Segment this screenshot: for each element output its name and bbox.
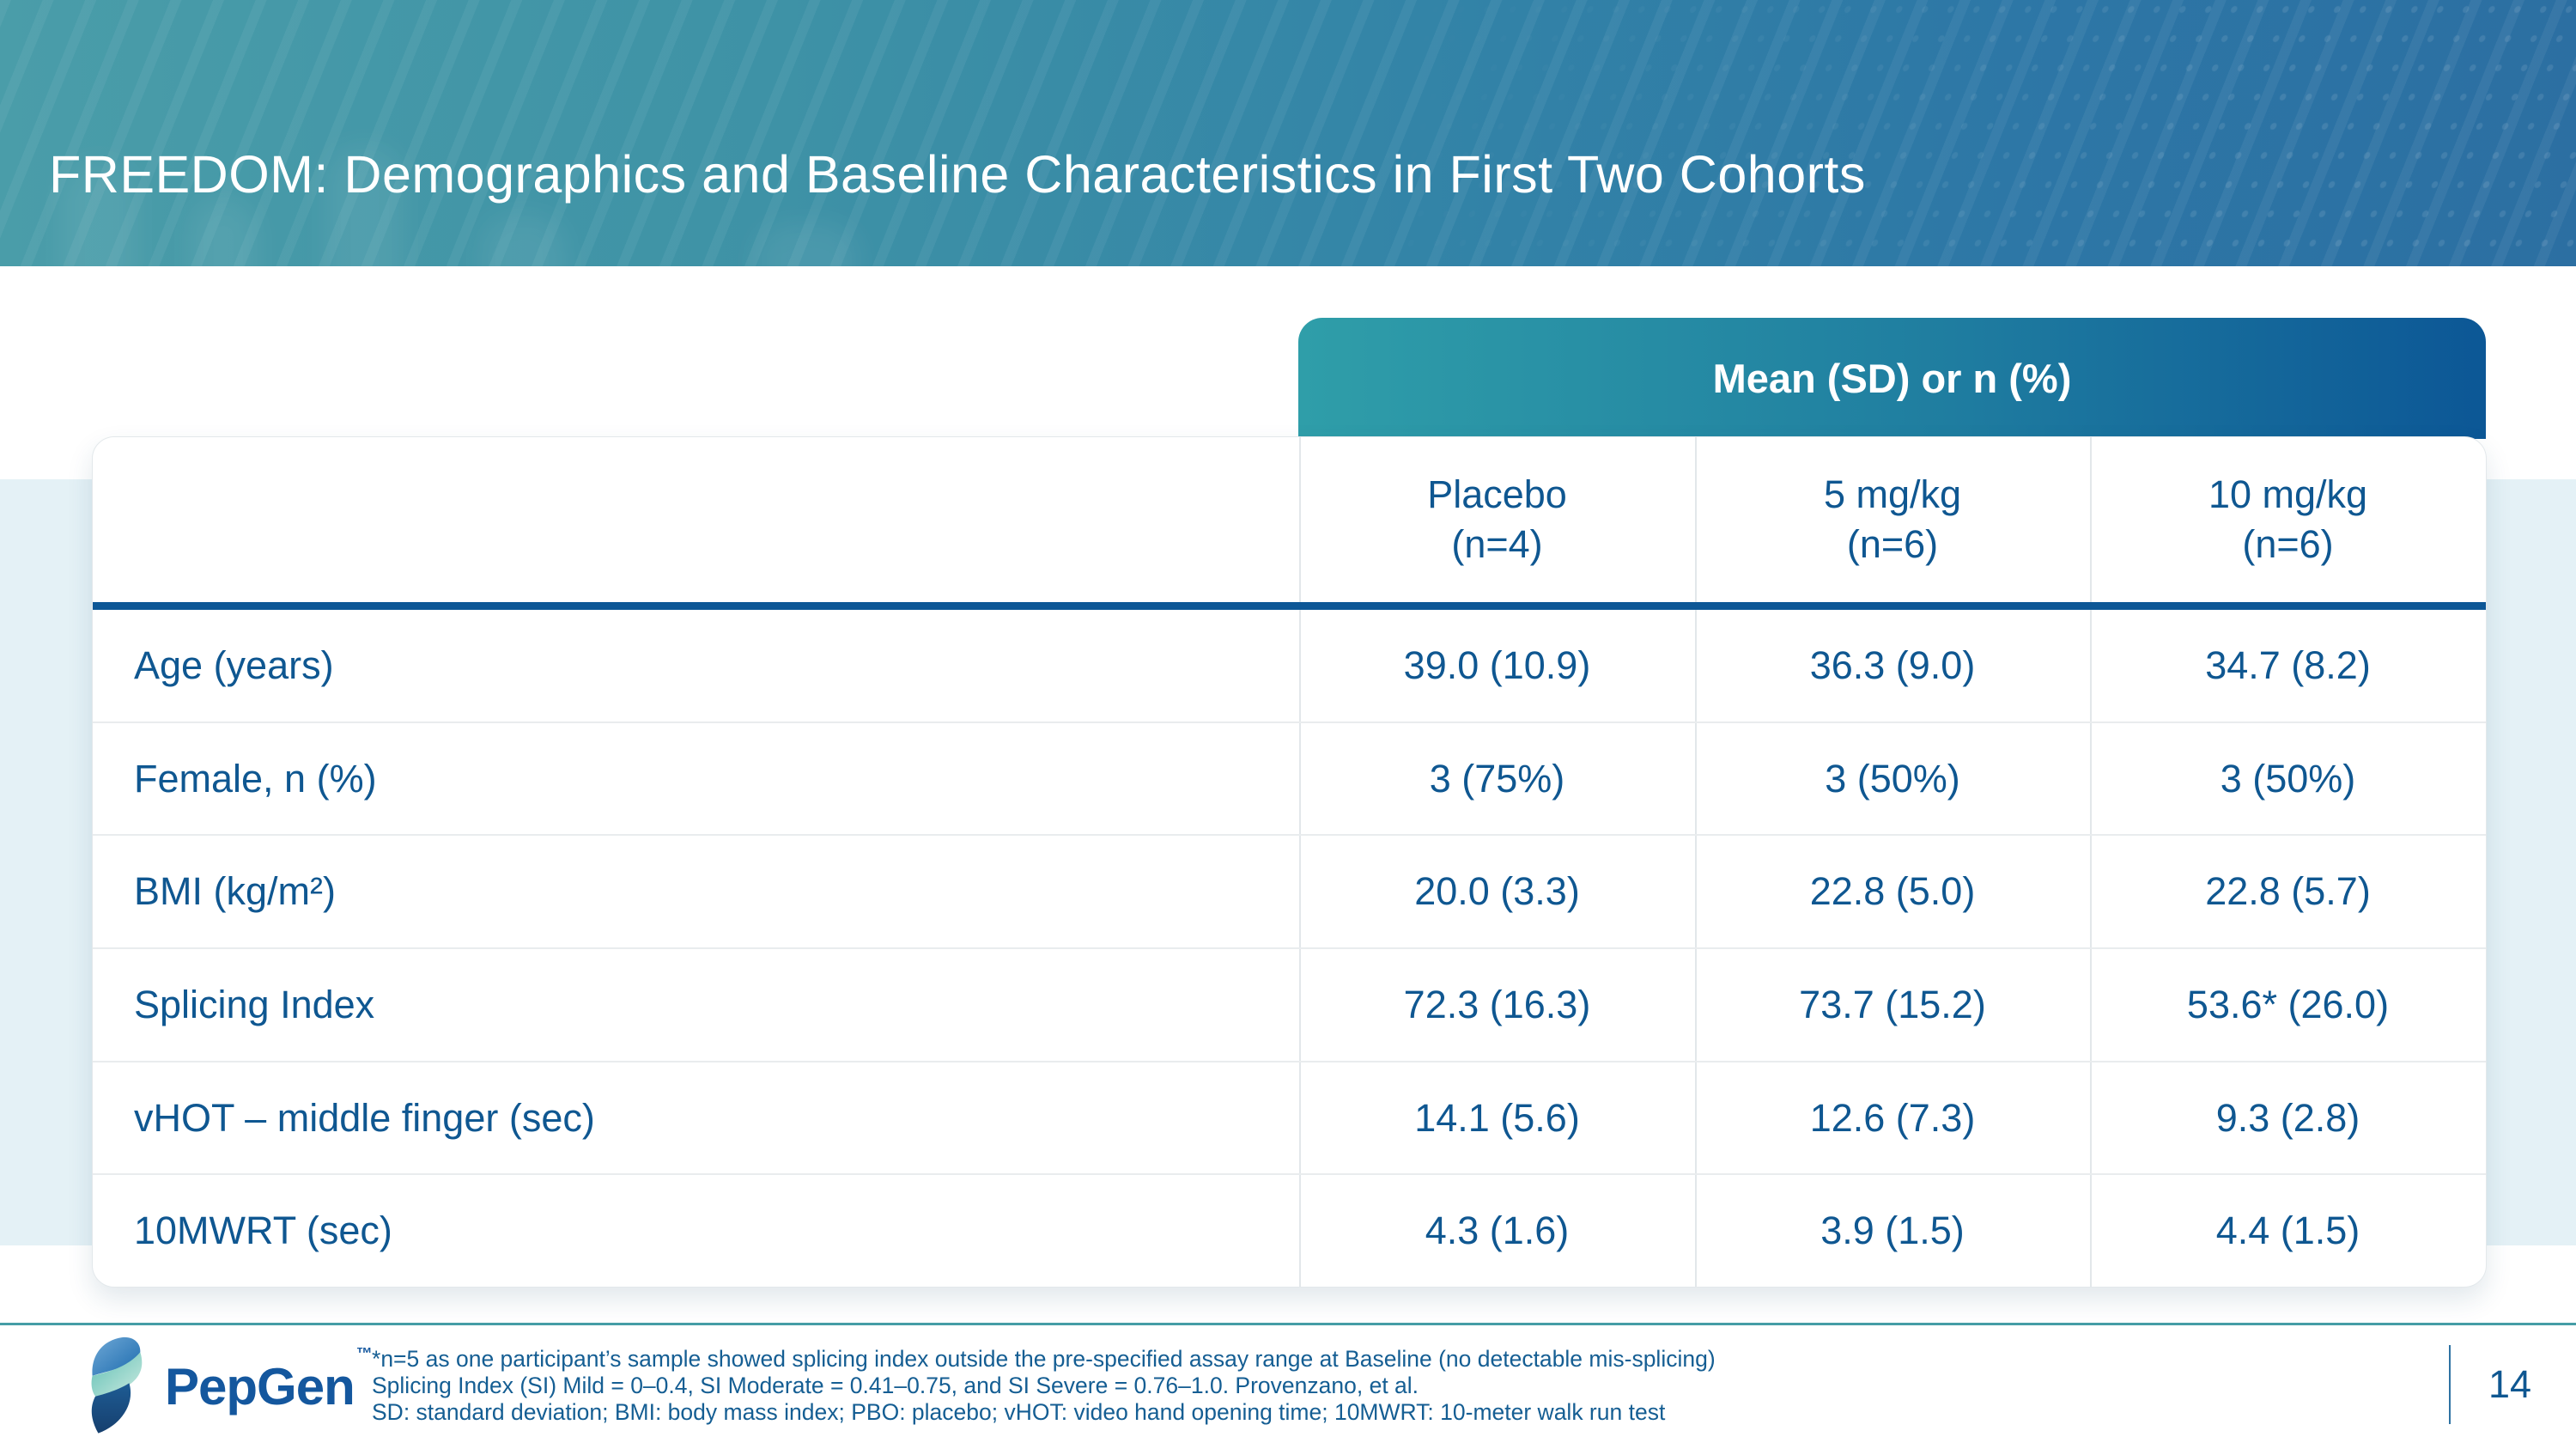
row-label: 10MWRT (sec)	[134, 1209, 392, 1253]
table-header-rule	[93, 602, 2486, 610]
table-cell: 20.0 (3.3)	[1414, 869, 1580, 914]
pepgen-logo-text: PepGen™	[165, 1345, 373, 1416]
footnote-line: *n=5 as one participant’s sample showed …	[372, 1346, 1716, 1372]
table-cell: 34.7 (8.2)	[2205, 642, 2371, 687]
table-row: BMI (kg/m²) 20.0 (3.3) 22.8 (5.0) 22.8 (…	[93, 834, 2486, 947]
column-divider	[2090, 437, 2092, 1287]
pepgen-logo: PepGen™	[79, 1333, 373, 1436]
header-band: FREEDOM: Demographics and Baseline Chara…	[0, 0, 2576, 266]
column-label: 5 mg/kg	[1823, 472, 1962, 517]
table-cell: 53.6* (26.0)	[2186, 982, 2390, 1026]
table-cell: 39.0 (10.9)	[1403, 642, 1591, 687]
table-cell: 9.3 (2.8)	[2215, 1095, 2360, 1140]
table-row: Age (years) 39.0 (10.9) 36.3 (9.0) 34.7 …	[93, 610, 2486, 721]
table-cell: 3 (50%)	[1825, 756, 1960, 801]
column-header-10mgkg: 10 mg/kg (n=6)	[2090, 437, 2486, 602]
table-row: 10MWRT (sec) 4.3 (1.6) 3.9 (1.5) 4.4 (1.…	[93, 1173, 2486, 1287]
table-cell: 14.1 (5.6)	[1414, 1095, 1580, 1140]
row-label: BMI (kg/m²)	[134, 869, 336, 914]
page-title: FREEDOM: Demographics and Baseline Chara…	[49, 145, 1866, 204]
table-cell: 36.3 (9.0)	[1809, 642, 1976, 687]
column-n: (n=6)	[1846, 522, 1939, 566]
row-label: Splicing Index	[134, 982, 375, 1026]
column-header-5mgkg: 5 mg/kg (n=6)	[1695, 437, 2090, 602]
column-header-placebo: Placebo (n=4)	[1299, 437, 1695, 602]
footnote-line: SD: standard deviation; BMI: body mass i…	[372, 1399, 1666, 1425]
table-cell: 72.3 (16.3)	[1403, 982, 1591, 1026]
footer-divider	[0, 1323, 2576, 1325]
trademark-symbol: ™	[355, 1344, 373, 1363]
row-label: vHOT – middle finger (sec)	[134, 1095, 595, 1140]
column-label: 10 mg/kg	[2208, 472, 2368, 517]
footnotes: *n=5 as one participant’s sample showed …	[372, 1346, 1716, 1426]
column-divider	[1299, 437, 1301, 1287]
header-texture-blob	[189, 198, 258, 266]
table-row: vHOT – middle finger (sec) 14.1 (5.6) 12…	[93, 1060, 2486, 1174]
logo-word: PepGen	[165, 1357, 355, 1416]
table-cell: 4.3 (1.6)	[1425, 1209, 1570, 1253]
table-cell: 73.7 (15.2)	[1799, 982, 1986, 1026]
table-banner: Mean (SD) or n (%)	[1298, 318, 2486, 439]
row-label: Female, n (%)	[134, 756, 377, 801]
table-cell: 3.9 (1.5)	[1820, 1209, 1965, 1253]
table-cell: 4.4 (1.5)	[2215, 1209, 2360, 1253]
table-cell: 22.8 (5.0)	[1809, 869, 1976, 914]
header-texture-blob	[756, 223, 859, 266]
pepgen-logo-icon	[91, 1336, 143, 1434]
table-body: Age (years) 39.0 (10.9) 36.3 (9.0) 34.7 …	[93, 610, 2486, 1287]
footnote-line: Splicing Index (SI) Mild = 0–0.4, SI Mod…	[372, 1373, 1419, 1398]
table-card: Placebo (n=4) 5 mg/kg (n=6) 10 mg/kg (n=…	[92, 436, 2487, 1288]
table-cell: 3 (75%)	[1429, 756, 1565, 801]
column-n: (n=4)	[1451, 522, 1543, 566]
row-label: Age (years)	[134, 642, 334, 687]
table-cell: 12.6 (7.3)	[1809, 1095, 1976, 1140]
column-n: (n=6)	[2242, 522, 2334, 566]
page-number-divider	[2449, 1345, 2451, 1424]
column-divider	[1695, 437, 1697, 1287]
table-row: Female, n (%) 3 (75%) 3 (50%) 3 (50%)	[93, 721, 2486, 835]
table-row: Splicing Index 72.3 (16.3) 73.7 (15.2) 5…	[93, 947, 2486, 1061]
column-label: Placebo	[1427, 472, 1567, 517]
table-cell: 3 (50%)	[2220, 756, 2356, 801]
table-cell: 22.8 (5.7)	[2205, 869, 2371, 914]
header-texture-blob	[481, 215, 567, 266]
page-number: 14	[2488, 1362, 2532, 1406]
